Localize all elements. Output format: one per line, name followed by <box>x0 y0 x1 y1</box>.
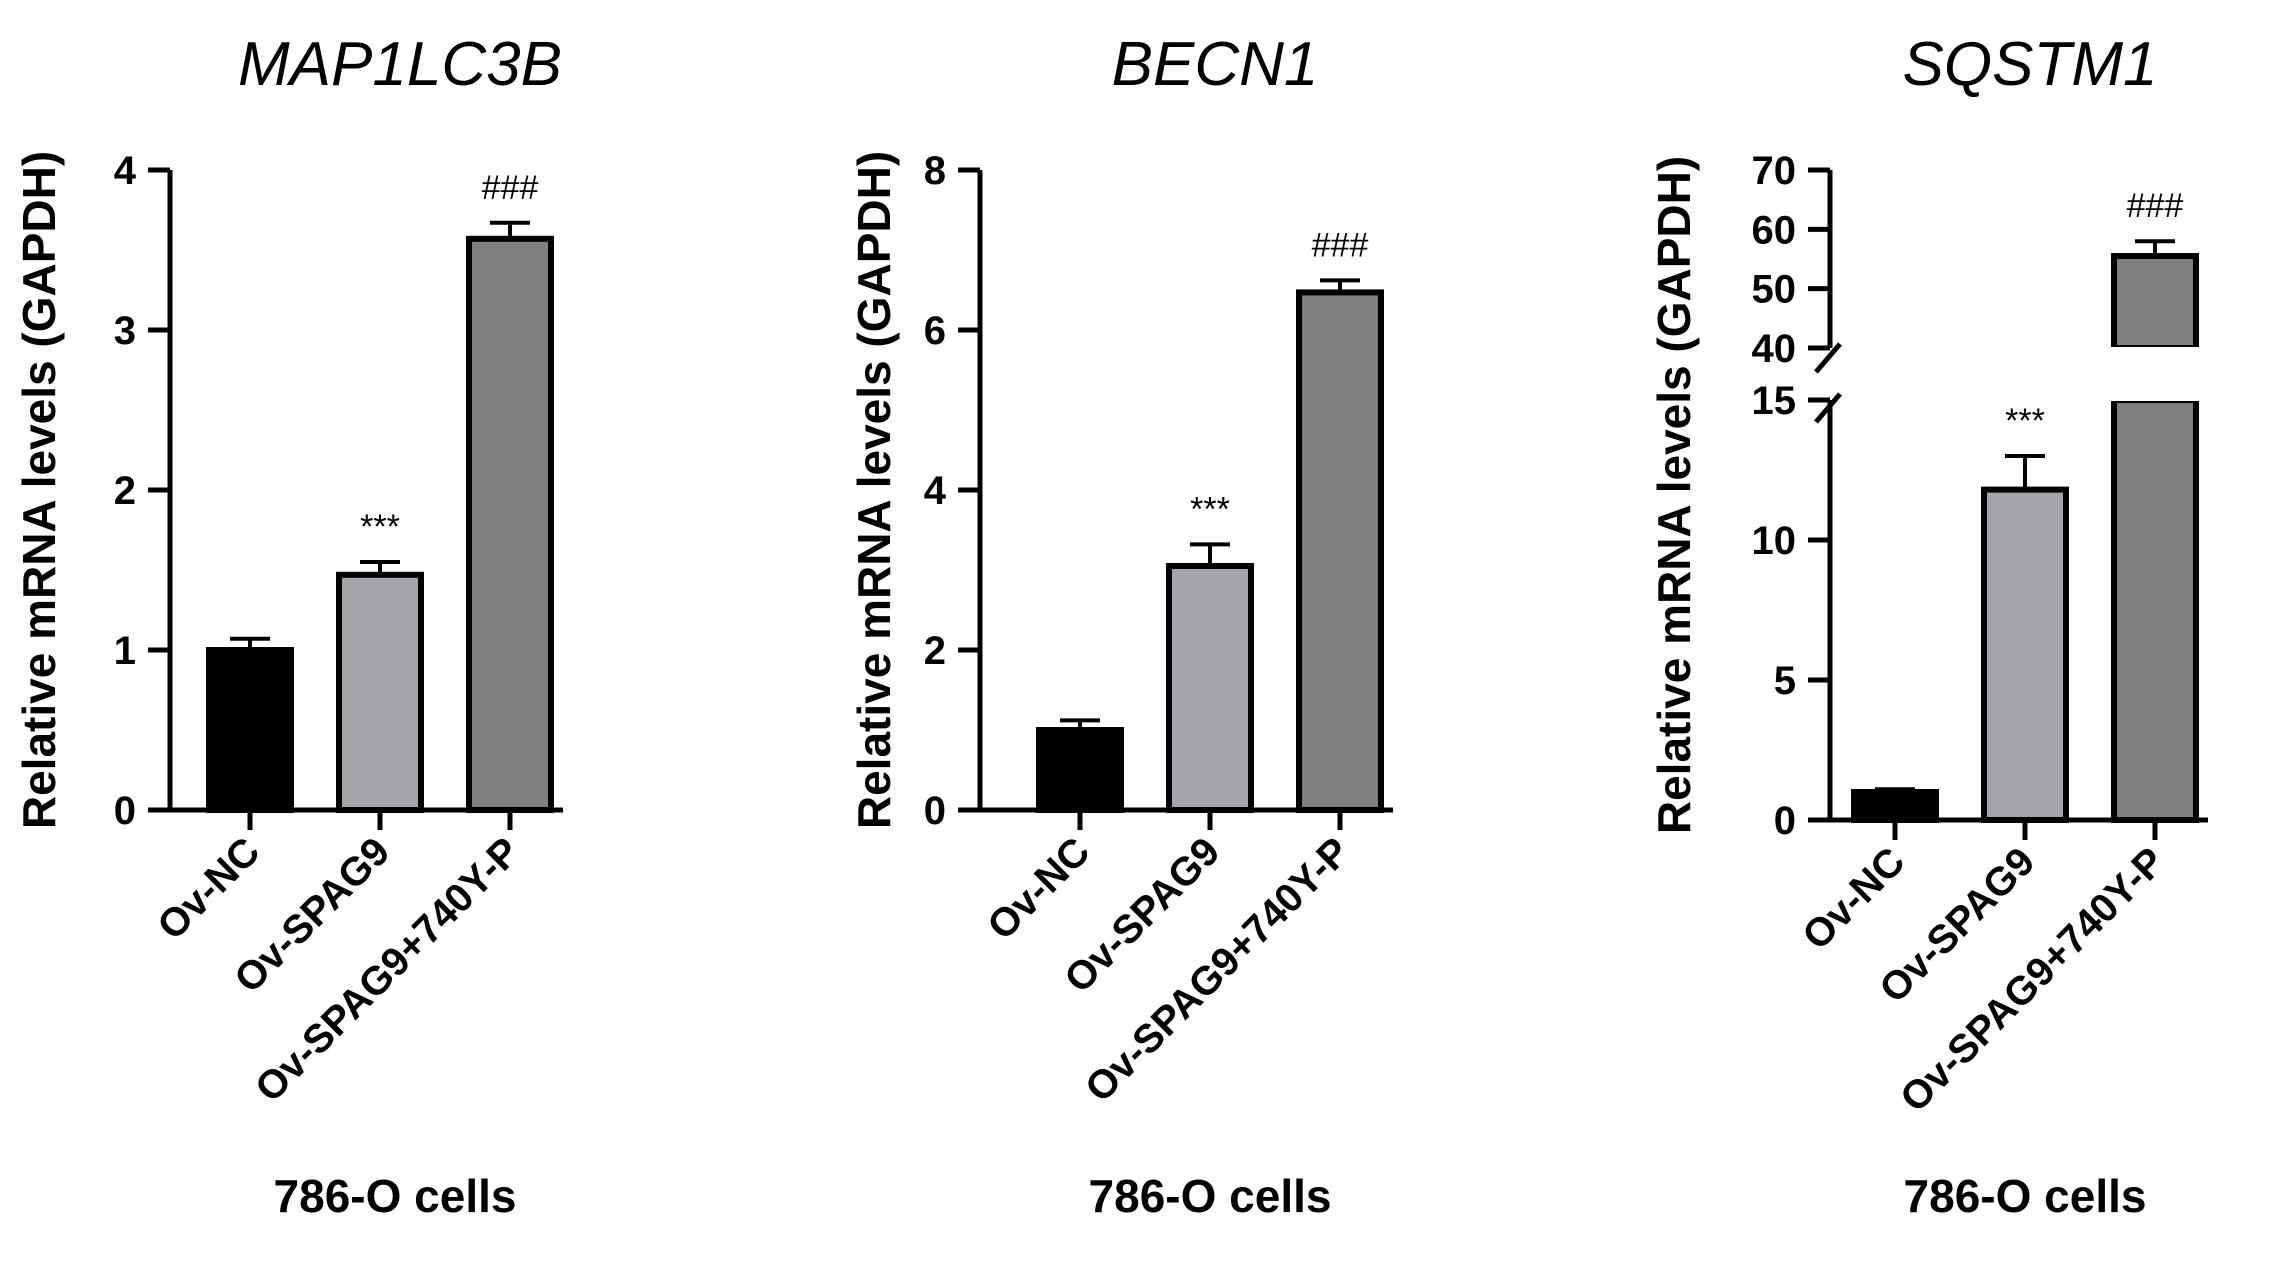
category-label: Ov-NC <box>149 829 268 948</box>
bar <box>466 235 554 814</box>
significance-label: *** <box>2005 402 2045 440</box>
y-tick-label: 8 <box>924 149 946 193</box>
y-tick-label: 0 <box>114 789 136 833</box>
significance-label: ### <box>2127 187 2184 225</box>
y-tick-label: 4 <box>114 149 137 193</box>
x-axis-label: 786-O cells <box>1904 1170 2147 1222</box>
y-tick-label: 3 <box>114 309 136 353</box>
bar <box>1166 563 1254 813</box>
chart-title: SQSTM1 <box>1903 30 2158 99</box>
chart-panel-map1lc3b: MAP1LC3B Relative mRNA levels (GAPDH) 786-… <box>13 30 563 1222</box>
significance-label: *** <box>360 508 400 546</box>
bar <box>1851 789 1939 823</box>
y-tick-label: 4 <box>924 469 947 513</box>
bar <box>2111 397 2199 823</box>
category-label: Ov-SPAG9+740Y-P <box>1892 839 2173 1120</box>
y-tick-label: 6 <box>924 309 946 353</box>
chart-panel-sqstm1: SQSTM1 Relative mRNA levels (GAPDH) 786-O … <box>1648 30 2208 1222</box>
y-tick-label: 0 <box>1774 799 1796 843</box>
y-tick-label: 15 <box>1752 379 1797 423</box>
bar <box>1981 486 2069 823</box>
y-tick-label: 10 <box>1752 519 1797 563</box>
axis-break-mark <box>1814 392 1842 424</box>
y-tick-label: 50 <box>1752 268 1797 312</box>
y-axis-label: Relative mRNA levels (GAPDH) <box>1648 156 1700 834</box>
bar <box>1296 289 1384 813</box>
y-tick-label: 70 <box>1752 149 1797 193</box>
x-axis-label: 786-O cells <box>1089 1170 1332 1222</box>
y-tick-label: 5 <box>1774 659 1796 703</box>
y-axis-label: Relative mRNA levels (GAPDH) <box>848 151 900 829</box>
chart-panel-becn1: BECN1 Relative mRNA levels (GAPDH) 786-O c… <box>848 30 1393 1222</box>
y-tick-label: 60 <box>1752 208 1797 252</box>
y-tick-label: 2 <box>924 629 946 673</box>
y-axis-label: Relative mRNA levels (GAPDH) <box>13 151 65 829</box>
category-label: Ov-SPAG9+740Y-P <box>247 829 528 1110</box>
axis-break-mark <box>1814 342 1842 374</box>
category-label: Ov-NC <box>1794 839 1913 958</box>
x-axis-label: 786-O cells <box>274 1170 517 1222</box>
y-tick-label: 1 <box>114 629 136 673</box>
bar <box>206 647 294 813</box>
bar <box>2111 253 2199 351</box>
significance-label: ### <box>1312 226 1369 264</box>
bar-break-gap <box>2110 347 2200 401</box>
significance-label: *** <box>1190 490 1230 528</box>
chart-title: BECN1 <box>1112 30 1319 99</box>
chart-title: MAP1LC3B <box>238 30 562 99</box>
bar <box>336 571 424 813</box>
bar <box>1036 727 1124 813</box>
y-tick-label: 2 <box>114 469 136 513</box>
category-label: Ov-SPAG9+740Y-P <box>1077 829 1358 1110</box>
y-tick-label: 0 <box>924 789 946 833</box>
category-label: Ov-NC <box>979 829 1098 948</box>
significance-label: ### <box>482 169 539 207</box>
y-tick-label: 40 <box>1752 327 1797 371</box>
